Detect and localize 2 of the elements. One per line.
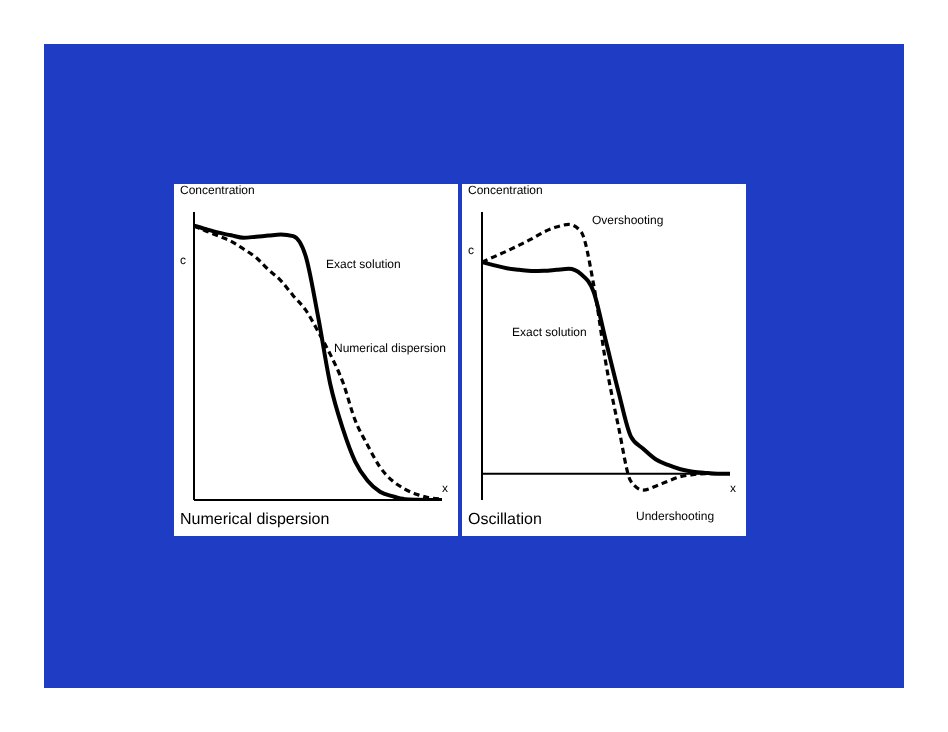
text: Numerical dispersion [180, 510, 330, 528]
text: Oscillation [468, 510, 542, 528]
